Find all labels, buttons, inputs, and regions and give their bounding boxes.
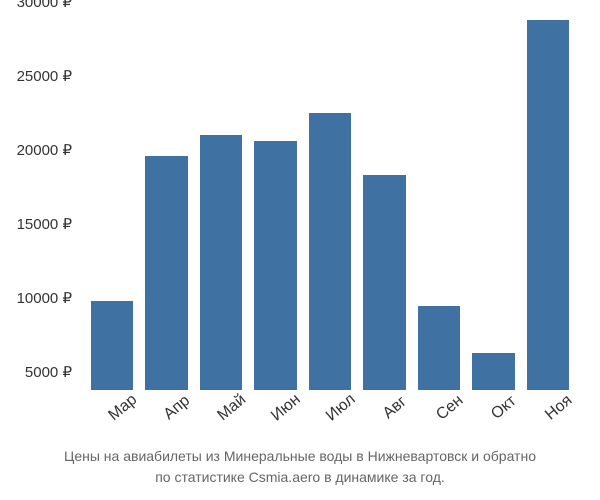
y-tick-label: 25000 ₽ bbox=[17, 67, 72, 85]
x-tick-label: Окт bbox=[477, 381, 542, 447]
y-tick-label: 10000 ₽ bbox=[17, 289, 72, 307]
x-tick-label: Июл bbox=[314, 381, 379, 447]
x-tick-label: Сен bbox=[423, 381, 488, 447]
bar bbox=[91, 301, 133, 390]
y-tick-label: 15000 ₽ bbox=[17, 215, 72, 233]
x-tick-label: Апр bbox=[150, 381, 215, 447]
x-axis: МарАпрМайИюнИюлАвгСенОктНоя bbox=[80, 395, 580, 445]
bar bbox=[145, 156, 187, 390]
bar bbox=[527, 20, 569, 390]
caption-line-1: Цены на авиабилеты из Минеральные воды в… bbox=[0, 446, 600, 467]
chart-caption: Цены на авиабилеты из Минеральные воды в… bbox=[0, 446, 600, 488]
bar bbox=[200, 135, 242, 390]
bars-group bbox=[80, 20, 580, 390]
bar bbox=[418, 306, 460, 390]
x-tick-label: Авг bbox=[368, 381, 433, 447]
x-tick-label: Ноя bbox=[531, 381, 596, 447]
y-axis: 5000 ₽10000 ₽15000 ₽20000 ₽25000 ₽30000 … bbox=[0, 20, 80, 390]
plot-area bbox=[80, 20, 580, 390]
bar bbox=[363, 175, 405, 390]
x-tick-label: Май bbox=[205, 381, 270, 447]
y-tick-label: 30000 ₽ bbox=[17, 0, 72, 11]
bar bbox=[254, 141, 296, 390]
bar bbox=[309, 113, 351, 390]
chart-container: 5000 ₽ 10000 ₽ 15000 ₽ 20000 ₽ 25000 ₽ 30000 … bbox=[0, 0, 600, 500]
y-tick-label: 5000 ₽ bbox=[25, 363, 72, 381]
caption-line-2: по статистике Csmia.aero в динамике за г… bbox=[0, 467, 600, 488]
x-tick-label: Июн bbox=[259, 381, 324, 447]
x-tick-label: Мар bbox=[96, 381, 161, 447]
y-tick-label: 20000 ₽ bbox=[17, 141, 72, 159]
